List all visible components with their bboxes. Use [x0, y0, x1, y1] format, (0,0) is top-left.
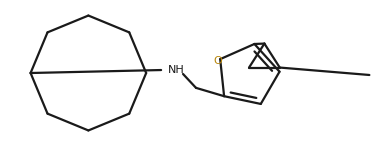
Text: NH: NH	[168, 65, 185, 75]
Text: O: O	[214, 56, 223, 66]
